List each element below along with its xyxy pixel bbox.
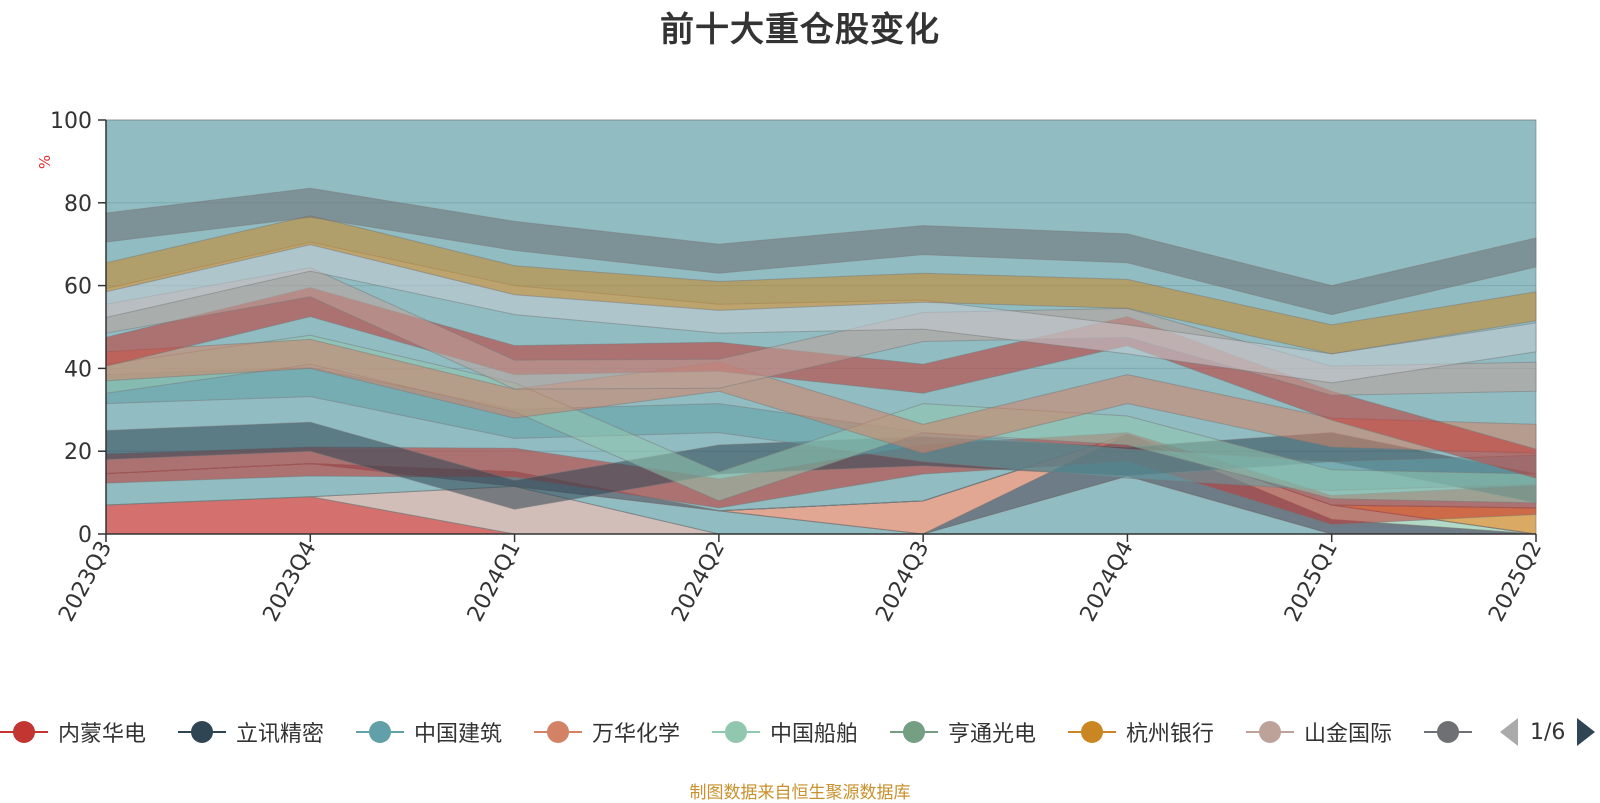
legend-marker-icon [890,712,938,752]
legend-label: 立讯精密 [236,722,325,747]
legend-marker-icon [356,712,404,752]
legend-label: 亨通光电 [948,722,1037,747]
legend-label: 中国建筑 [414,722,503,747]
legend-next-page-icon[interactable] [1577,718,1596,746]
legend-marker-icon [712,712,760,752]
legend-marker-icon [1068,712,1116,752]
legend-marker-icon [1424,712,1472,752]
legend-label: 中国船舶 [770,722,859,747]
chart-title: 前十大重仓股变化 [660,10,940,50]
legend-marker-icon [0,712,48,752]
legend-label: 山金国际 [1304,722,1393,747]
overlay-band-6 [105,267,1537,396]
stacked-area-chart: 0 20 40 60 80 100 2023Q3 2023Q4 2024Q1 2024Q2 2024… [36,109,1547,626]
overlay-band-9 [105,187,1537,316]
y-tick-label-1: 20 [64,440,92,465]
source-note: 制图数据来自恒生聚源数据库 [689,783,911,803]
legend-item-1[interactable]: 立讯精密 [178,712,324,752]
legend-label: 万华化学 [592,722,681,747]
y-axis-unit-label: % [36,155,54,169]
legend-item-6[interactable]: 杭州银行 [1068,712,1214,752]
y-tick-label-5: 100 [50,109,92,134]
legend-marker-icon [178,712,226,752]
legend-marker-icon [1246,712,1294,752]
x-tick-label-3: 2024Q2 [667,537,730,626]
legend-item-3[interactable]: 万华化学 [534,712,680,752]
legend-item-4[interactable]: 中国船舶 [712,712,858,752]
legend-item-0[interactable]: 内蒙华电 [0,712,146,752]
y-tick-label-2: 40 [64,357,92,382]
overlay-band-8 [105,215,1537,355]
x-tick-label-4: 2024Q3 [871,537,934,626]
legend-prev-page-icon[interactable] [1500,718,1518,746]
legend-item-8[interactable]: 汇 [1424,712,1480,752]
x-tick-label-1: 2023Q4 [259,537,322,626]
legend-item-7[interactable]: 山金国际 [1246,712,1392,752]
legend-marker-icon [534,712,582,752]
y-tick-label-4: 80 [64,192,92,217]
overlay-series-layer [105,187,1537,526]
x-tick-label-5: 2024Q4 [1076,537,1139,626]
legend-label: 杭州银行 [1126,722,1215,747]
x-tick-label-2: 2024Q1 [463,537,526,626]
legend-item-5[interactable]: 亨通光电 [890,712,1036,752]
y-tick-label-3: 60 [64,275,92,300]
legend-page-indicator: 1/6 [1530,719,1566,745]
legend-items: 内蒙华电 立讯精密 中国建筑 万华化学 中国船舶 亨通光电 杭州银行 山金国际 汇 [0,712,1480,752]
legend-item-2[interactable]: 中国建筑 [356,712,502,752]
legend-label: 内蒙华电 [58,722,147,747]
legend-pager: 1/6 [1500,712,1596,752]
y-tick-label-0: 0 [78,523,92,548]
x-tick-label-6: 2025Q1 [1280,537,1343,626]
legend: 内蒙华电 立讯精密 中国建筑 万华化学 中国船舶 亨通光电 杭州银行 山金国际 汇 1/6 [0,712,1600,752]
x-tick-label-0: 2023Q3 [54,537,117,626]
x-tick-label-7: 2025Q2 [1484,537,1547,626]
